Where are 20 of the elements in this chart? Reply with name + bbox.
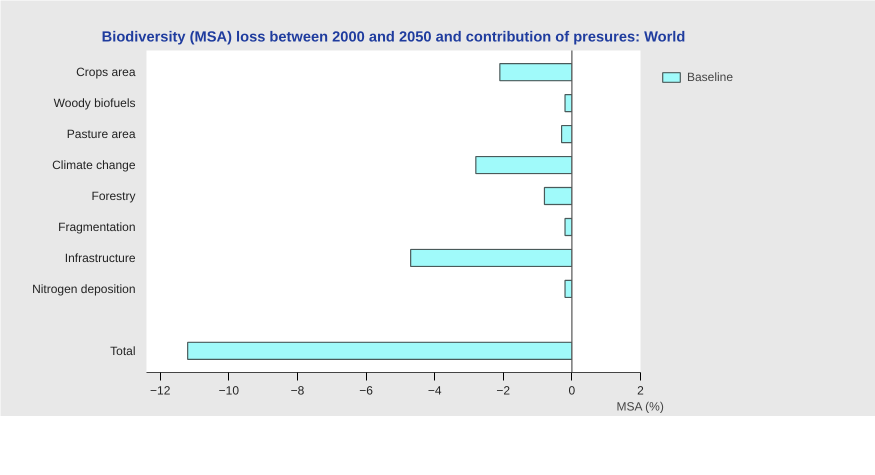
- x-tick-label: −2: [496, 384, 510, 398]
- x-tick-label: 0: [568, 384, 576, 398]
- x-tick-label: −8: [290, 384, 305, 398]
- y-tick-label: Pasture area: [66, 127, 136, 142]
- x-tick-label: 2: [637, 384, 644, 398]
- x-tick-label: −10: [218, 384, 240, 398]
- y-tick-label: Total: [110, 344, 136, 358]
- y-tick-label: Fragmentation: [58, 220, 136, 234]
- y-tick-label: Woody biofuels: [54, 96, 136, 110]
- x-tick-label: −4: [428, 384, 442, 398]
- x-tick-label: −12: [150, 384, 171, 398]
- legend-label: Baseline: [687, 70, 734, 84]
- y-tick-label: Infrastructure: [64, 250, 136, 265]
- y-tick-label: Crops area: [76, 65, 136, 80]
- chart-title: Biodiversity (MSA) loss between 2000 and 2050 and contribution of presures: World: [102, 30, 686, 46]
- x-axis-title: MSA (%): [616, 400, 664, 414]
- y-tick-label: Nitrogen deposition: [32, 282, 136, 296]
- y-tick-label: Climate change: [52, 158, 136, 172]
- y-tick-label: Forestry: [91, 189, 136, 204]
- x-tick-label: −6: [359, 384, 374, 398]
